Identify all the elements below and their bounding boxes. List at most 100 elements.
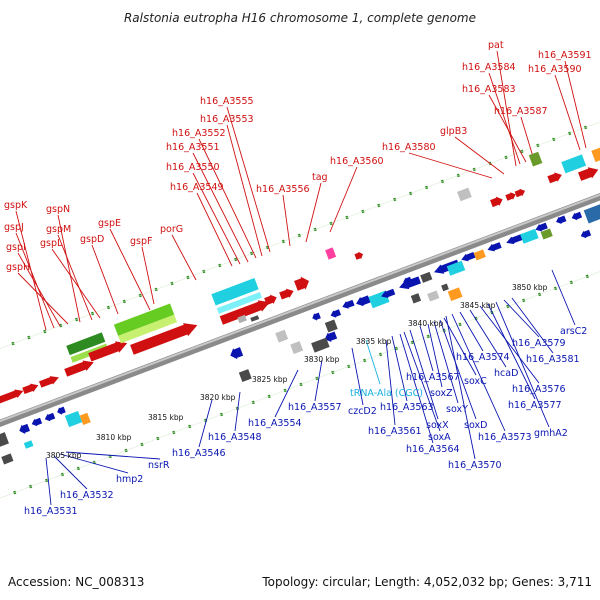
- leader-line: [329, 166, 358, 233]
- tick-tracks: [0, 120, 600, 499]
- forward-gene-label: h16_A3550: [166, 162, 220, 173]
- kbp-label: 3850 kbp: [512, 283, 548, 292]
- reverse-gene: [461, 252, 476, 262]
- leader-line: [141, 246, 155, 305]
- feature-box: [457, 187, 472, 202]
- forward-gene-label: h16_A3556: [256, 184, 310, 195]
- reverse-gene-label: h16_A3570: [448, 460, 502, 471]
- feature-box: [520, 228, 539, 244]
- feature-box: [64, 410, 83, 428]
- topology-text: Topology: circular; Length: 4,052,032 bp…: [261, 575, 592, 589]
- kbp-label: 3845 kbp: [460, 301, 496, 310]
- forward-gene: [22, 383, 39, 395]
- feature-box: [66, 332, 106, 356]
- track-line: [0, 271, 600, 499]
- reverse-gene-label: soxC: [464, 376, 487, 387]
- reverse-gene-label: soxD: [464, 420, 487, 431]
- leader-line: [51, 248, 101, 319]
- reverse-gene-label: soxZ: [430, 388, 453, 399]
- leader-line: [408, 152, 493, 179]
- forward-gene-label: h16_A3587: [494, 106, 548, 117]
- leader-line: [45, 457, 52, 506]
- reverse-gene-label: h16_A3546: [172, 448, 226, 459]
- leader-line: [109, 228, 151, 311]
- forward-gene: [279, 288, 294, 300]
- kbp-label: 3840 kbp: [408, 319, 444, 328]
- feature-box: [211, 278, 259, 306]
- reverse-gene-label: h16_A3567: [406, 372, 460, 383]
- forward-gene-label: h16_A3584: [462, 62, 516, 73]
- leader-line: [496, 50, 517, 167]
- feature-box: [79, 412, 91, 425]
- forward-gene: [547, 172, 562, 184]
- kbp-label: 3810 kbp: [96, 433, 132, 442]
- leader-line: [443, 317, 477, 376]
- reverse-gene-label: h16_A3581: [526, 354, 580, 365]
- forward-gene: [354, 251, 363, 260]
- leader-line: [57, 214, 81, 323]
- leader-line: [17, 252, 61, 327]
- feature-box: [591, 147, 600, 163]
- reverse-gene-label: arsC2: [560, 326, 587, 337]
- gene-features: [0, 147, 600, 465]
- leader-line: [15, 232, 55, 329]
- leader-line: [226, 124, 263, 257]
- reverse-gene-label: h16_A3577: [508, 400, 562, 411]
- forward-gene: [39, 376, 59, 388]
- feature-box: [23, 440, 34, 449]
- feature-box: [324, 319, 338, 333]
- kbp-label: 3825 kbp: [252, 375, 288, 384]
- leader-line: [427, 323, 443, 388]
- forward-gene: [490, 196, 503, 208]
- feature-box: [250, 315, 260, 322]
- leader-line: [451, 313, 506, 432]
- reverse-gene: [434, 259, 460, 274]
- forward-gene: [264, 294, 277, 306]
- gene-labels: gspK gspJ gspI gspH gspN gspM gspL gspD gspE gspF…: [4, 40, 592, 517]
- leader-line: [488, 94, 527, 163]
- reverse-gene: [356, 295, 371, 307]
- forward-gene-label: h16_A3549: [170, 182, 224, 193]
- reverse-gene: [571, 211, 583, 221]
- leader-line: [365, 339, 381, 385]
- leader-line: [305, 182, 322, 243]
- reverse-gene: [403, 276, 412, 284]
- leader-line: [192, 172, 241, 265]
- reverse-gene-label: h16_A3561: [368, 426, 422, 437]
- forward-gene-label: h16_A3560: [330, 156, 384, 167]
- feature-box: [427, 290, 440, 302]
- kbp-scale-labels: 3805 kbp 3810 kbp 3815 kbp 3820 kbp 3825 kbp…: [46, 283, 548, 460]
- track-line: [0, 121, 600, 349]
- kbp-label: 3835 kbp: [356, 337, 392, 346]
- reverse-gene: [342, 299, 355, 309]
- reverse-gene-label: czcD2: [348, 406, 377, 417]
- reverse-gene: [31, 417, 43, 427]
- kbp-label: 3805 kbp: [46, 451, 82, 460]
- leader-line: [59, 453, 129, 474]
- forward-gene-label: h16_A3591: [538, 50, 592, 61]
- feature-box: [540, 228, 553, 240]
- leader-line: [454, 136, 505, 175]
- reverse-gene: [506, 233, 525, 245]
- leader-line: [399, 333, 434, 444]
- reverse-gene: [44, 412, 56, 422]
- leader-line: [487, 303, 536, 400]
- leader-line: [226, 106, 271, 253]
- feature-box: [325, 247, 337, 260]
- leader-line: [282, 194, 291, 247]
- reverse-gene: [19, 423, 30, 434]
- feature-box: [420, 271, 433, 283]
- reverse-gene-label: soxY: [446, 404, 468, 415]
- leader-line: [409, 329, 439, 420]
- leader-line: [274, 369, 299, 418]
- forward-gene-label: gspM: [46, 224, 71, 235]
- kbp-label: 3820 kbp: [200, 393, 236, 402]
- accession-text: Accession: NC_008313: [8, 575, 144, 589]
- leader-line: [551, 269, 576, 326]
- reverse-gene: [57, 406, 66, 415]
- leader-line: [65, 451, 161, 460]
- feature-box: [238, 369, 252, 382]
- leader-line: [479, 305, 540, 384]
- leader-line: [433, 321, 459, 404]
- forward-gene-label: tag: [312, 172, 328, 183]
